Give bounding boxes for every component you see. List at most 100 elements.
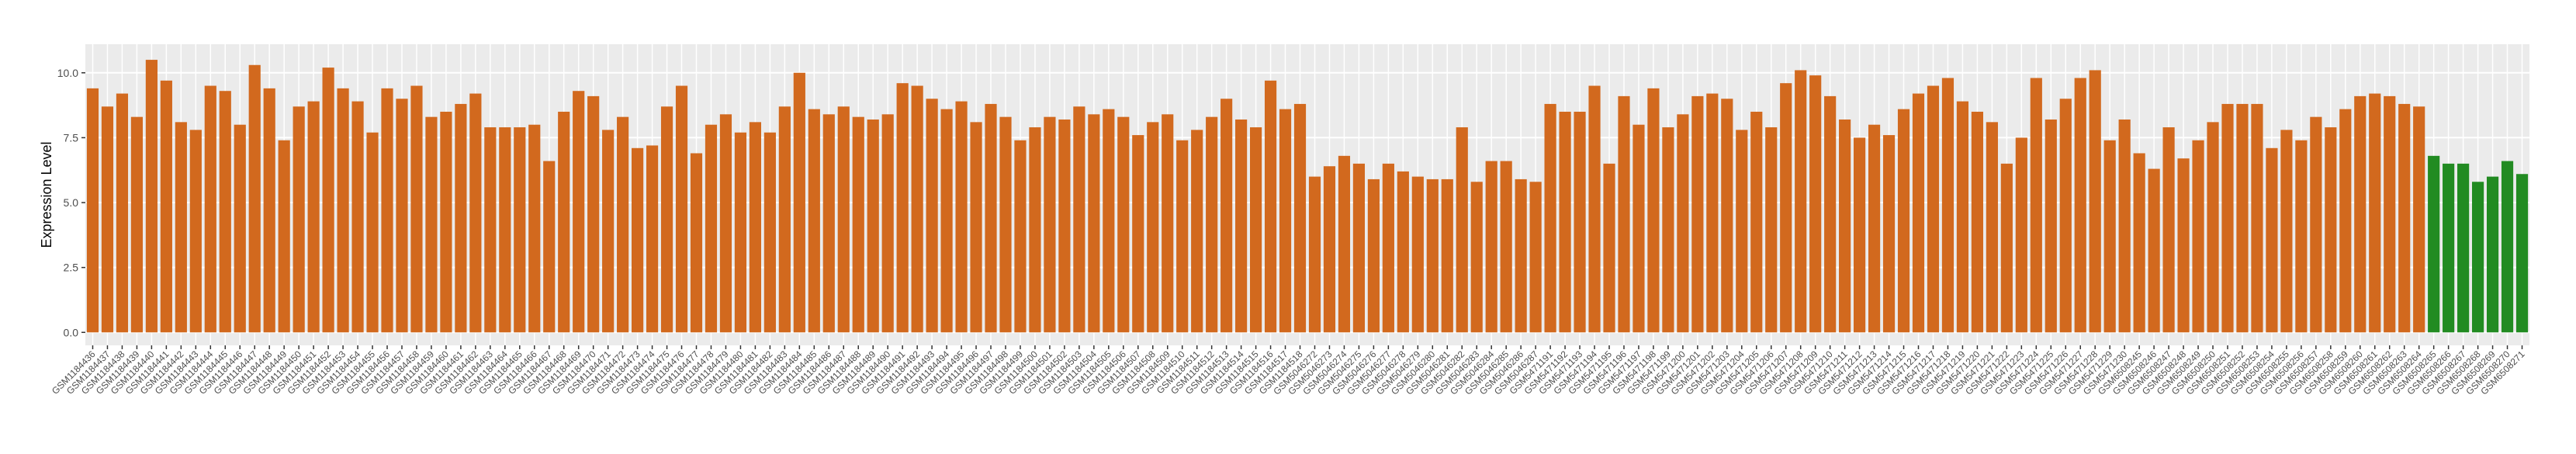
bar — [1103, 109, 1115, 333]
bar — [1544, 103, 1556, 333]
bar — [1014, 140, 1027, 333]
bar — [881, 114, 894, 333]
bar — [2000, 163, 2013, 333]
bar — [1897, 109, 1910, 333]
bar — [617, 116, 629, 333]
bar — [130, 116, 144, 333]
bar — [1397, 171, 1409, 333]
bar — [1662, 127, 1674, 333]
bar — [1367, 178, 1380, 333]
y-tick-label: 2.5 — [64, 262, 79, 274]
bar — [955, 101, 968, 333]
bar — [985, 103, 997, 333]
bar — [337, 88, 349, 333]
bar — [2015, 137, 2027, 333]
bar — [1854, 137, 1866, 333]
bar — [2192, 140, 2204, 333]
bar — [940, 109, 953, 333]
bar — [204, 85, 216, 333]
bar — [778, 106, 791, 333]
bar — [867, 120, 879, 333]
bar — [1323, 166, 1336, 333]
bar — [86, 88, 99, 333]
bar — [793, 72, 805, 333]
bar — [2251, 103, 2263, 333]
bar — [278, 140, 290, 333]
bar — [1603, 163, 1615, 333]
y-tick-label: 7.5 — [64, 131, 79, 144]
bar — [573, 91, 585, 333]
bar — [1750, 111, 1763, 333]
bar — [646, 145, 659, 333]
bar — [1677, 114, 1689, 333]
bar — [1235, 120, 1248, 333]
bar — [1559, 111, 1571, 333]
bar — [1956, 101, 1969, 333]
bar — [837, 106, 850, 333]
bar — [234, 124, 246, 333]
bar — [469, 93, 482, 333]
bar — [1058, 120, 1071, 333]
bar — [2045, 120, 2057, 333]
bar — [2266, 147, 2278, 333]
bar — [410, 85, 423, 333]
bar — [1044, 116, 1056, 333]
bar — [2059, 99, 2072, 333]
bar — [1691, 95, 1704, 333]
bar — [690, 153, 703, 333]
bar — [528, 124, 541, 333]
bar — [2369, 93, 2381, 333]
bar — [2501, 161, 2514, 333]
bar — [1132, 135, 1144, 333]
bar — [2325, 127, 2337, 333]
y-axis-title: Expression Level — [39, 141, 54, 248]
bar — [2236, 103, 2249, 333]
bar — [2162, 127, 2175, 333]
bar — [1971, 111, 1983, 333]
bar — [381, 88, 393, 333]
bar — [1220, 99, 1233, 333]
bar — [1264, 80, 1277, 333]
bar — [602, 130, 615, 333]
bar — [1809, 75, 1822, 333]
bar — [1485, 161, 1497, 333]
bar — [2384, 95, 2396, 333]
bar — [1588, 85, 1601, 333]
bar — [660, 106, 673, 333]
bar — [2118, 120, 2131, 333]
bar — [1088, 114, 1100, 333]
bar — [366, 132, 379, 333]
bar — [263, 88, 275, 333]
bar — [2310, 116, 2322, 333]
bar — [440, 111, 452, 333]
bar — [2177, 158, 2190, 333]
bar — [2207, 122, 2219, 333]
bar — [1162, 114, 1174, 333]
bar — [1941, 78, 1955, 333]
bar — [396, 99, 408, 333]
y-tick-label: 10.0 — [57, 67, 78, 79]
bar — [248, 64, 261, 333]
bar — [1647, 88, 1660, 333]
bar — [1206, 116, 1218, 333]
bar — [1868, 124, 1881, 333]
bar — [2030, 78, 2042, 333]
bar — [1882, 135, 1896, 333]
bar — [1470, 182, 1483, 333]
bar — [101, 106, 114, 333]
bar — [2295, 140, 2308, 333]
bar — [1986, 122, 1998, 333]
bar — [2471, 182, 2484, 333]
bar — [719, 114, 732, 333]
bar — [749, 122, 761, 333]
bar — [705, 124, 718, 333]
bar — [351, 101, 364, 333]
bar — [1073, 106, 1085, 333]
bar — [1500, 161, 1512, 333]
bar — [425, 116, 438, 333]
bar — [2428, 155, 2440, 333]
bar — [543, 161, 556, 333]
bar — [852, 116, 864, 333]
bar — [926, 99, 938, 333]
